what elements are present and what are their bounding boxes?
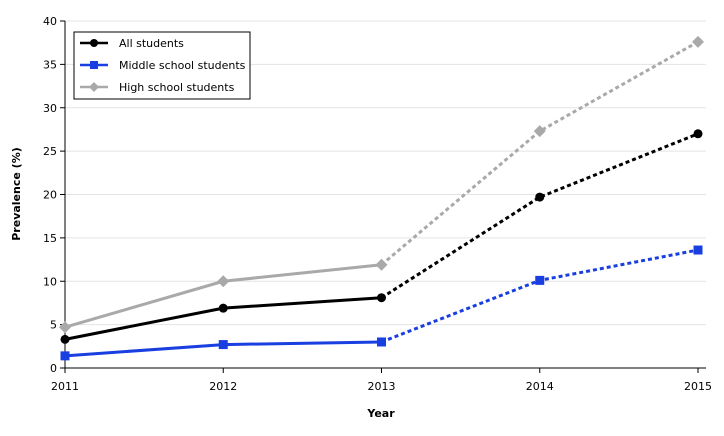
y-tick-label: 10 [43,275,57,288]
y-tick-label: 15 [43,232,57,245]
y-tick-label: 20 [43,189,57,202]
data-point-square [377,337,386,346]
x-tick-label: 2011 [51,380,79,393]
legend: All students Middle school students High… [74,32,250,99]
data-point-square [535,276,544,285]
x-axis-title: Year [366,407,395,420]
data-point-diamond [692,36,704,48]
series-line-solid [65,265,382,327]
series-line-dotted [382,42,699,265]
x-tick-label: 2012 [209,380,237,393]
series-line-dotted [382,250,699,342]
y-axis-title: Prevalence (%) [10,147,23,241]
x-tick-label: 2015 [684,380,712,393]
y-tick-label: 5 [50,319,57,332]
y-axis-ticks: 0 5 10 15 20 25 30 35 40 [43,15,65,375]
y-tick-label: 40 [43,15,57,28]
data-point-circle [377,293,386,302]
data-point-circle [61,335,70,344]
x-tick-label: 2013 [368,380,396,393]
data-point-diamond [59,321,71,333]
x-axis-ticks: 2011 2012 2013 2014 2015 [51,368,712,393]
x-tick-label: 2014 [526,380,554,393]
series-line-dotted [382,134,699,298]
data-point-diamond [534,125,546,137]
legend-marker-circle [90,39,98,47]
legend-label: High school students [119,81,235,94]
data-point-circle [219,304,228,313]
data-point-square [219,340,228,349]
data-point-circle [694,129,703,138]
y-tick-label: 30 [43,102,57,115]
legend-marker-square [90,61,98,69]
y-tick-label: 0 [50,362,57,375]
data-point-diamond [217,275,229,287]
legend-label: All students [119,37,184,50]
y-tick-label: 25 [43,145,57,158]
y-tick-label: 35 [43,58,57,71]
data-point-square [694,246,703,255]
data-point-square [61,351,70,360]
data-point-circle [535,193,544,202]
data-point-diamond [376,259,388,271]
legend-label: Middle school students [119,59,246,72]
